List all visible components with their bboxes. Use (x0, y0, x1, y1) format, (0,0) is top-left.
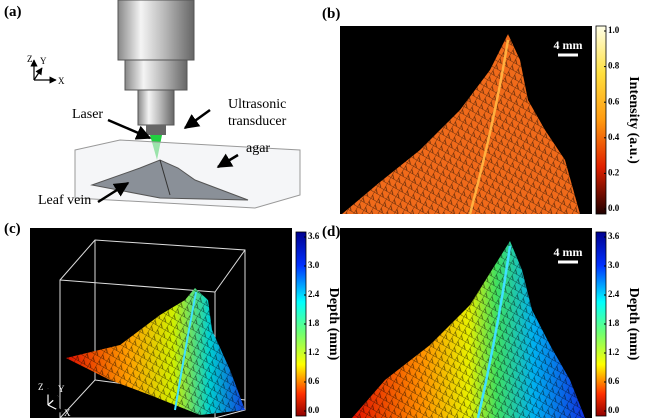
axis-label: X (64, 408, 71, 418)
figure: (a) Z Y X Ultrasonic transducer Laser ag… (0, 0, 656, 418)
colorbar-title: Depth (mm) (626, 288, 641, 361)
colorbar-tick-label: 3.0 (308, 260, 320, 270)
colorbar-tick-label: 0.2 (608, 167, 620, 177)
colorbar-tick-label: 0.6 (608, 376, 620, 386)
axis-label: Y (40, 56, 47, 66)
colorbar-title: Depth (mm) (326, 288, 341, 361)
axis-label: Z (27, 54, 33, 64)
colorbar-tick-label: 1.8 (608, 318, 620, 328)
colorbar-tick-label: 0.4 (608, 132, 620, 142)
colorbar-tick-label: 0.6 (608, 96, 620, 106)
panel-label: (d) (322, 224, 340, 240)
colorbar-tick-label: 1.2 (608, 347, 620, 357)
scale-bar-label: 4 mm (554, 245, 583, 259)
colorbar-tick-label: 1.0 (608, 25, 620, 35)
panel-label: (c) (4, 221, 21, 237)
annotation: agar (246, 141, 270, 156)
annotation: transducer (228, 114, 287, 129)
axis-label: X (58, 76, 65, 86)
objective (118, 0, 194, 160)
colorbar-tick-label: 0.0 (308, 405, 320, 415)
colorbar-tick-label: 1.2 (308, 347, 320, 357)
panel-label: (b) (322, 6, 340, 22)
annotation: Leaf vein (38, 193, 91, 208)
colorbar-title: Intensity (a.u.) (626, 76, 641, 164)
colorbar (596, 26, 606, 214)
colorbar-tick-label: 1.8 (308, 318, 320, 328)
colorbar-tick-label: 3.6 (308, 231, 320, 241)
colorbar-tick-label: 0.8 (608, 61, 620, 71)
annotation: Ultrasonic (228, 97, 286, 112)
scale-bar-label: 4 mm (554, 38, 583, 52)
annotation: Laser (72, 107, 103, 122)
colorbar-tick-label: 3.0 (608, 260, 620, 270)
colorbar-tick-label: 0.0 (608, 203, 620, 213)
colorbar-tick-label: 2.4 (308, 289, 320, 299)
colorbar-tick-label: 3.6 (608, 231, 620, 241)
colorbar-tick-label: 0.6 (308, 376, 320, 386)
axis-label: Y (58, 384, 65, 394)
colorbar-tick-label: 2.4 (608, 289, 620, 299)
colorbar-tick-label: 0.0 (608, 405, 620, 415)
axis-label: Z (38, 382, 44, 392)
panel-label: (a) (4, 4, 22, 20)
